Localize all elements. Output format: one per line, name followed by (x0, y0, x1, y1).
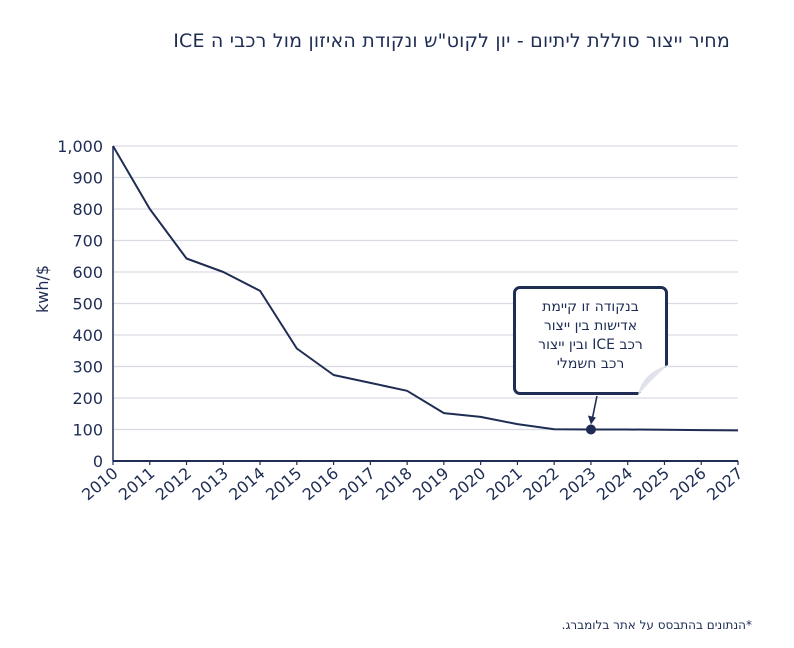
x-tick-label: 2021 (483, 464, 526, 505)
y-tick-label: 0 (93, 452, 103, 471)
chart-title: מחיר ייצור סוללת ליתיום - יון לקוט"ש ונק… (173, 30, 730, 52)
y-tick-label: 300 (72, 358, 103, 377)
y-tick-label: 800 (72, 200, 103, 219)
x-tick-label: 2020 (446, 464, 489, 505)
x-tick-label: 2014 (225, 464, 268, 505)
y-tick-label: 500 (72, 295, 103, 314)
y-tick-label: 700 (72, 232, 103, 251)
arrow-head-icon (587, 415, 596, 425)
x-tick-label: 2019 (409, 464, 452, 505)
x-tick-label: 2023 (556, 464, 599, 505)
x-tick-label: 2027 (703, 464, 746, 505)
y-tick-label: 200 (72, 389, 103, 408)
annotation-callout: בנקודה זו קיימת אדישות בין ייצור רכב ICE… (513, 286, 668, 395)
y-tick-label: 100 (72, 421, 103, 440)
callout-pointer (591, 395, 598, 421)
annotation-line-1: בנקודה זו קיימת (542, 299, 639, 315)
x-tick-label: 2025 (630, 464, 673, 505)
x-tick-label: 2011 (115, 464, 158, 505)
x-tick-label: 2013 (188, 464, 231, 505)
x-tick-label: 2015 (262, 464, 305, 505)
y-tick-label: 1,000 (57, 137, 103, 156)
footnote: *הנתונים בהתבסס על אתר בלומברג. (561, 618, 752, 632)
annotation-line-4: רכב חשמלי (556, 356, 625, 372)
x-tick-labels: 2010201120122013201420152016201720182019… (78, 461, 747, 505)
y-tick-label: 600 (72, 263, 103, 282)
annotation-line-2: אדישות בין ייצור (543, 318, 638, 334)
x-tick-label: 2026 (666, 464, 709, 505)
x-tick-label: 2017 (336, 464, 379, 505)
x-tick-label: 2022 (519, 464, 562, 505)
highlight-marker-group (585, 395, 598, 435)
y-tick-label: 900 (72, 169, 103, 188)
x-tick-label: 2016 (299, 464, 342, 505)
x-tick-label: 2012 (152, 464, 195, 505)
y-tick-label: 400 (72, 326, 103, 345)
x-tick-label: 2018 (372, 464, 415, 505)
gridlines (112, 145, 738, 462)
y-axis-label: kwh/$ (33, 265, 52, 313)
annotation-line-3: רכב ICE ובין ייצור (538, 337, 643, 353)
series-line-group (112, 145, 739, 432)
series-line (112, 145, 739, 432)
page-curl-icon (638, 365, 668, 395)
highlight-point (585, 424, 596, 435)
y-tick-labels: 0 100 200 300 400 500 600 700 800 900 1,000 (57, 137, 103, 471)
x-tick-label: 2024 (593, 464, 636, 505)
